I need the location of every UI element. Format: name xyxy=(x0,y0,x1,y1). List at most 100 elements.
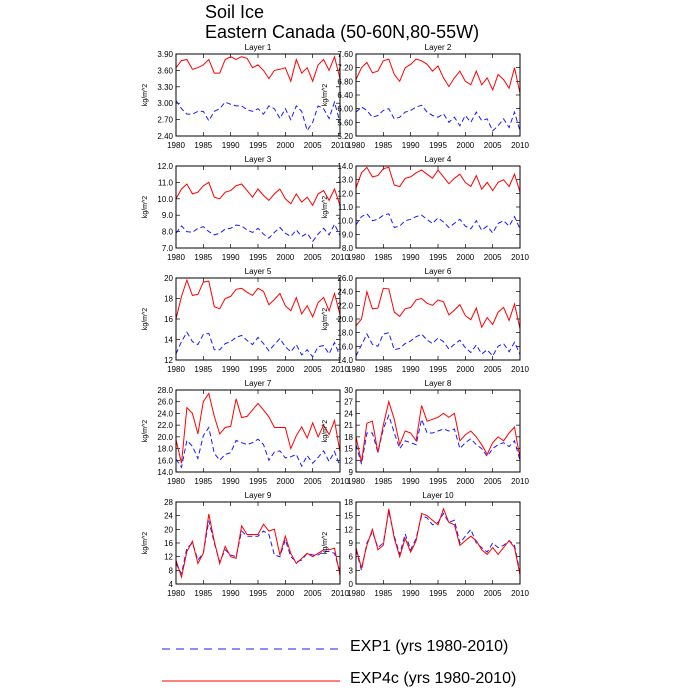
panel-2-xtick-label: 2010 xyxy=(511,141,529,150)
panel-1-xtick-label: 1995 xyxy=(249,141,267,150)
panel-9-ytick-label: 8 xyxy=(169,566,174,575)
panel-5-xtick-label: 1995 xyxy=(249,365,267,374)
panel-8-ytick-label: 21 xyxy=(344,421,353,430)
panel-6-xtick-label: 1985 xyxy=(374,365,392,374)
panel-9-xtick-label: 1985 xyxy=(194,589,212,598)
panel-3-series-exp4c xyxy=(175,181,341,207)
panel-4-series-exp1 xyxy=(355,213,521,234)
panel-2-ylabel: kg/m^2 xyxy=(322,84,329,106)
panel-9-series-exp4c xyxy=(175,513,341,580)
panel-7-series-exp1 xyxy=(175,426,341,469)
panel-9-ytick-label: 28 xyxy=(164,498,173,507)
panel-8-xtick-label: 2005 xyxy=(484,477,502,486)
panel-7-xtick-label: 2005 xyxy=(304,477,322,486)
panel-8-ytick-label: 9 xyxy=(349,468,354,477)
panel-5-series-exp4c xyxy=(175,278,341,320)
panel-3-ytick-label: 9.0 xyxy=(162,211,174,220)
panel-3-xtick-label: 2010 xyxy=(331,253,349,262)
panel-4-xtick-label: 1990 xyxy=(402,253,420,262)
panel-10-xtick-label: 2005 xyxy=(484,589,502,598)
panel-9-xtick-label: 2000 xyxy=(276,589,294,598)
panel-9-ytick-label: 20 xyxy=(164,525,173,534)
panel-8-xtick-label: 1985 xyxy=(374,477,392,486)
panel-5-title: Layer 5 xyxy=(245,267,272,276)
panel-1-series-exp1 xyxy=(175,100,341,132)
panel-5-ytick-label: 16 xyxy=(164,315,173,324)
panel-10-ytick-label: 12 xyxy=(344,525,353,534)
panel-9-title: Layer 9 xyxy=(245,491,272,500)
panel-2-xtick-label: 1990 xyxy=(402,141,420,150)
panel-9-ytick-label: 4 xyxy=(169,580,174,589)
panel-8-xtick-label: 1995 xyxy=(429,477,447,486)
panel-5-ytick-label: 18 xyxy=(164,295,173,304)
panel-3-xtick-label: 1995 xyxy=(249,253,267,262)
panel-7-xtick-label: 1980 xyxy=(167,477,185,486)
panel-1-ytick-label: 3.90 xyxy=(157,50,173,59)
panel-6-title: Layer 6 xyxy=(425,267,452,276)
panel-7-ytick-label: 14.0 xyxy=(157,468,173,477)
panel-5-xtick-label: 1990 xyxy=(222,365,240,374)
panel-3-ytick-label: 12.0 xyxy=(157,162,173,171)
panel-6-frame xyxy=(355,277,521,361)
panel-8-xtick-label: 2010 xyxy=(511,477,529,486)
panel-8-xtick-label: 1980 xyxy=(347,477,365,486)
panel-7-ytick-label: 20.0 xyxy=(157,433,173,442)
panel-7-ytick-label: 26.0 xyxy=(157,398,173,407)
panel-1-xtick-label: 2005 xyxy=(304,141,322,150)
panel-5-xtick-label: 2005 xyxy=(304,365,322,374)
panel-10-xtick-label: 2000 xyxy=(456,589,474,598)
figure-title: Soil Ice xyxy=(205,2,265,22)
panel-10-ytick-label: 3 xyxy=(349,566,354,575)
panel-7-ytick-label: 28.0 xyxy=(157,386,173,395)
panel-7-ytick-label: 16.0 xyxy=(157,456,173,465)
panel-3-series-exp1 xyxy=(175,223,341,243)
panel-3-ytick-label: 11.0 xyxy=(158,178,174,187)
panel-10-xtick-label: 1990 xyxy=(402,589,420,598)
panel-1-ytick-label: 3.30 xyxy=(157,83,173,92)
panel-10-frame xyxy=(355,501,521,585)
panel-4-xtick-label: 2010 xyxy=(511,253,529,262)
panel-6-xtick-label: 1990 xyxy=(402,365,420,374)
panel-4-xtick-label: 2005 xyxy=(484,253,502,262)
panel-6-ytick-label: 18.0 xyxy=(337,329,353,338)
panel-2-xtick-label: 2005 xyxy=(484,141,502,150)
panel-8-ytick-label: 30 xyxy=(344,386,353,395)
panel-4-series-exp4c xyxy=(355,166,521,193)
panel-8-ylabel: kg/m^2 xyxy=(322,420,329,442)
panel-4-title: Layer 4 xyxy=(425,155,452,164)
panel-9-xtick-label: 1980 xyxy=(167,589,185,598)
panel-5-series-exp1 xyxy=(175,331,341,358)
panel-10-xtick-label: 2010 xyxy=(511,589,529,598)
panel-10-ytick-label: 9 xyxy=(349,539,354,548)
panel-6-ytick-label: 20.0 xyxy=(337,315,353,324)
panel-2-ytick-label: 5.60 xyxy=(337,118,353,127)
panel-2-series-exp4c xyxy=(355,58,521,94)
panel-4-xtick-label: 1985 xyxy=(374,253,392,262)
panel-2-ytick-label: 6.80 xyxy=(337,77,353,86)
panel-10-ytick-label: 18 xyxy=(344,498,353,507)
panel-10-xtick-label: 1995 xyxy=(429,589,447,598)
panel-1-xtick-label: 1980 xyxy=(167,141,185,150)
panel-10-series-exp4c xyxy=(355,507,521,575)
panel-5-ylabel: kg/m^2 xyxy=(142,308,149,330)
panel-4-xtick-label: 1995 xyxy=(429,253,447,262)
panel-5-xtick-label: 1985 xyxy=(194,365,212,374)
panel-6-ytick-label: 24.0 xyxy=(337,288,353,297)
panel-2-frame xyxy=(355,53,521,137)
panel-10-ytick-label: 6 xyxy=(349,553,354,562)
panel-8-series-exp4c xyxy=(355,399,521,463)
panel-5-xtick-label: 2000 xyxy=(276,365,294,374)
panel-9-ylabel: kg/m^2 xyxy=(142,532,149,554)
panel-3-xtick-label: 2000 xyxy=(276,253,294,262)
panel-2-title: Layer 2 xyxy=(425,43,452,52)
panel-3-ytick-label: 7.0 xyxy=(162,244,174,253)
panel-7-xtick-label: 2010 xyxy=(331,477,349,486)
panel-1-series-exp4c xyxy=(175,55,341,83)
panel-4-ytick-label: 11.0 xyxy=(338,203,354,212)
panel-7-xtick-label: 1990 xyxy=(222,477,240,486)
panel-2-ytick-label: 6.40 xyxy=(337,91,353,100)
panel-1-xtick-label: 2010 xyxy=(331,141,349,150)
panel-8-title: Layer 8 xyxy=(425,379,452,388)
panel-8-ytick-label: 27 xyxy=(344,398,353,407)
